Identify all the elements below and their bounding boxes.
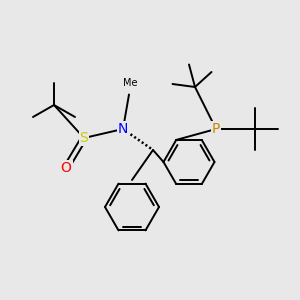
Text: P: P: [212, 122, 220, 136]
Text: Me: Me: [123, 78, 138, 88]
Text: N: N: [118, 122, 128, 136]
Text: S: S: [80, 131, 88, 145]
Text: O: O: [61, 161, 71, 175]
